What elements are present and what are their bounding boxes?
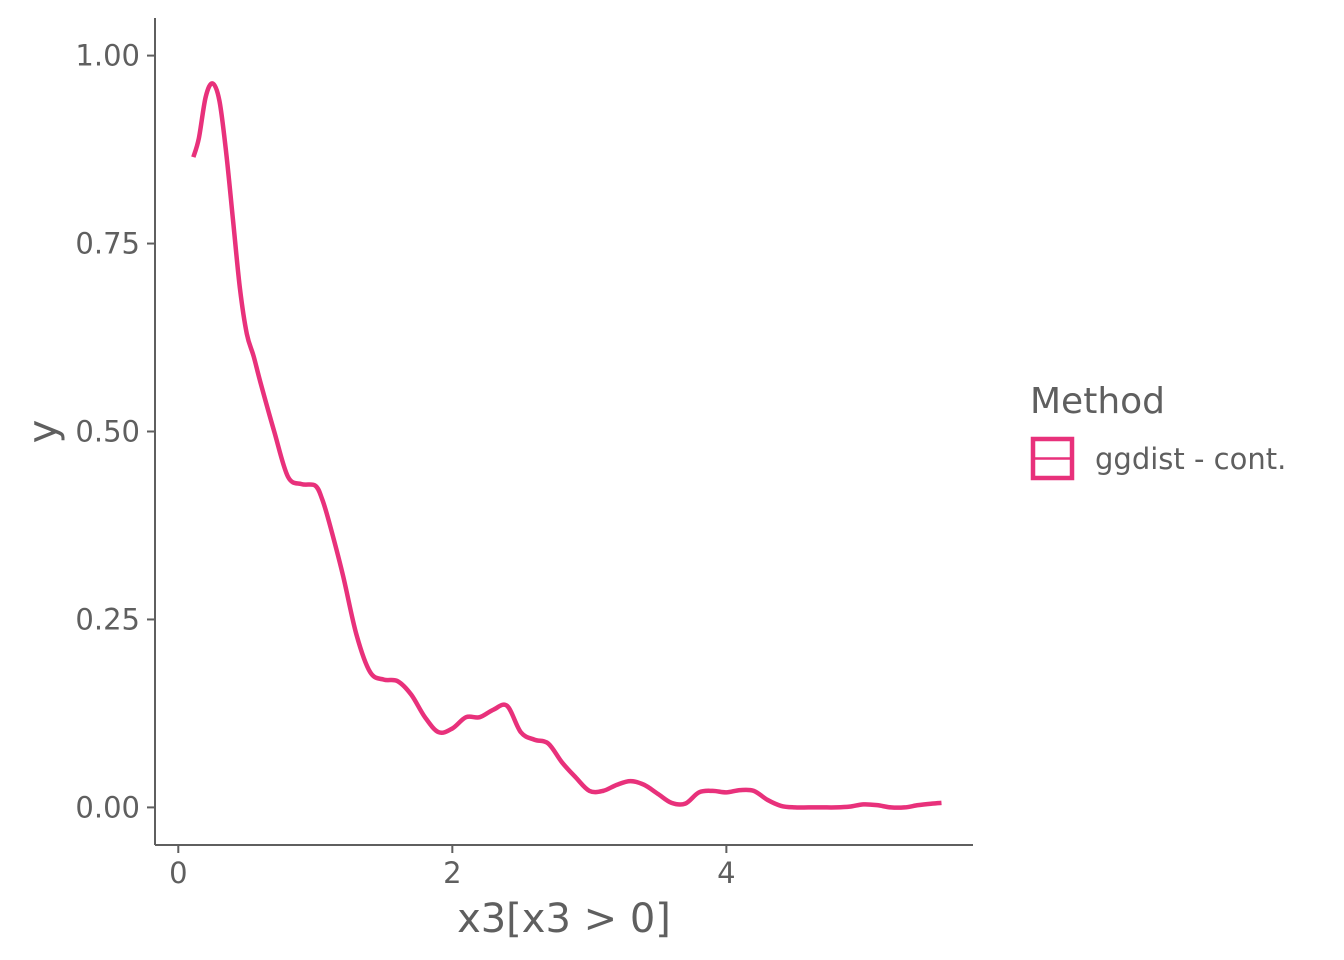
legend: Method ggdist - cont. (1030, 381, 1286, 481)
legend-key-ggdist-cont (1030, 436, 1075, 481)
legend-label-ggdist-cont: ggdist - cont. (1095, 442, 1286, 476)
legend-title: Method (1030, 381, 1165, 422)
x-tick-label: 4 (717, 856, 735, 890)
y-tick-label: 1.00 (75, 39, 140, 73)
y-axis-title: y (20, 420, 66, 444)
y-tick-label: 0.75 (75, 227, 140, 261)
y-tick-label: 0.50 (75, 415, 140, 449)
x-axis-ticks: 0 2 4 (169, 845, 736, 890)
y-axis-ticks: 0.00 0.25 0.50 0.75 1.00 (75, 39, 155, 824)
x-tick-label: 2 (443, 856, 461, 890)
y-tick-label: 0.00 (75, 790, 140, 824)
x-axis-title: x3[x3 > 0] (457, 896, 671, 942)
plot-area (191, 81, 942, 810)
x-tick-label: 0 (169, 856, 187, 890)
y-tick-label: 0.25 (75, 602, 140, 636)
series-line-ggdist-cont (191, 81, 942, 810)
